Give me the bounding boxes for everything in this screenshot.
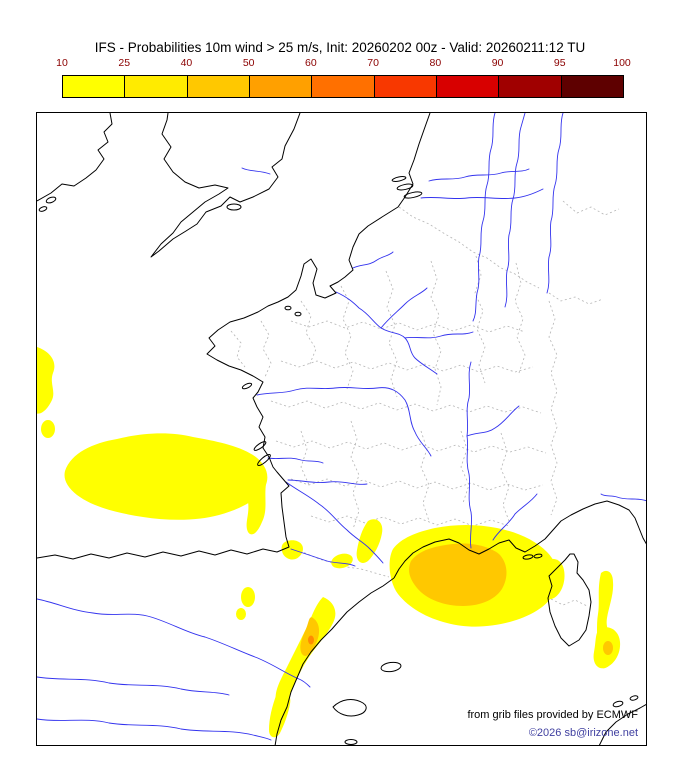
colorbar-tick: 40 [180, 57, 193, 69]
colorbar-segment [248, 76, 312, 97]
colorbar-segment [124, 76, 187, 97]
map-title: IFS - Probabilities 10m wind > 25 m/s, I… [94, 40, 586, 55]
colorbar-tick: 10 [56, 57, 68, 69]
credit-source: from grib files provided by ECMWF [467, 709, 638, 721]
colorbar-tick: 50 [242, 57, 255, 69]
colorbar-tick: 95 [553, 57, 566, 69]
map-frame: from grib files provided by ECMWF ©2026 … [36, 112, 647, 746]
colorbar-segment [435, 76, 499, 97]
colorbar-segment [63, 76, 125, 97]
colorbar-segment [311, 76, 374, 97]
colorbar-tick: 25 [118, 57, 131, 69]
colorbar-segment [498, 76, 561, 97]
credit-copyright: ©2026 sb@irizone.net [528, 727, 638, 739]
department-borders-layer [230, 200, 620, 607]
probability-blobs-layer [37, 347, 621, 738]
colorbar-segment [186, 76, 249, 97]
rivers-layer [37, 113, 646, 741]
colorbar-tick: 100 [613, 57, 631, 69]
colorbar-tick: 70 [367, 57, 379, 69]
colorbar-ticks: 10 25 40 50 60 70 80 90 95 100 [56, 57, 631, 70]
colorbar-tick: 90 [491, 57, 504, 69]
colorbar [62, 75, 624, 98]
colorbar-segment [373, 76, 436, 97]
weather-map [37, 113, 646, 745]
colorbar-tick: 80 [429, 57, 442, 69]
coastlines-layer [37, 113, 646, 745]
colorbar-tick: 60 [305, 57, 317, 69]
colorbar-segment [560, 76, 623, 97]
